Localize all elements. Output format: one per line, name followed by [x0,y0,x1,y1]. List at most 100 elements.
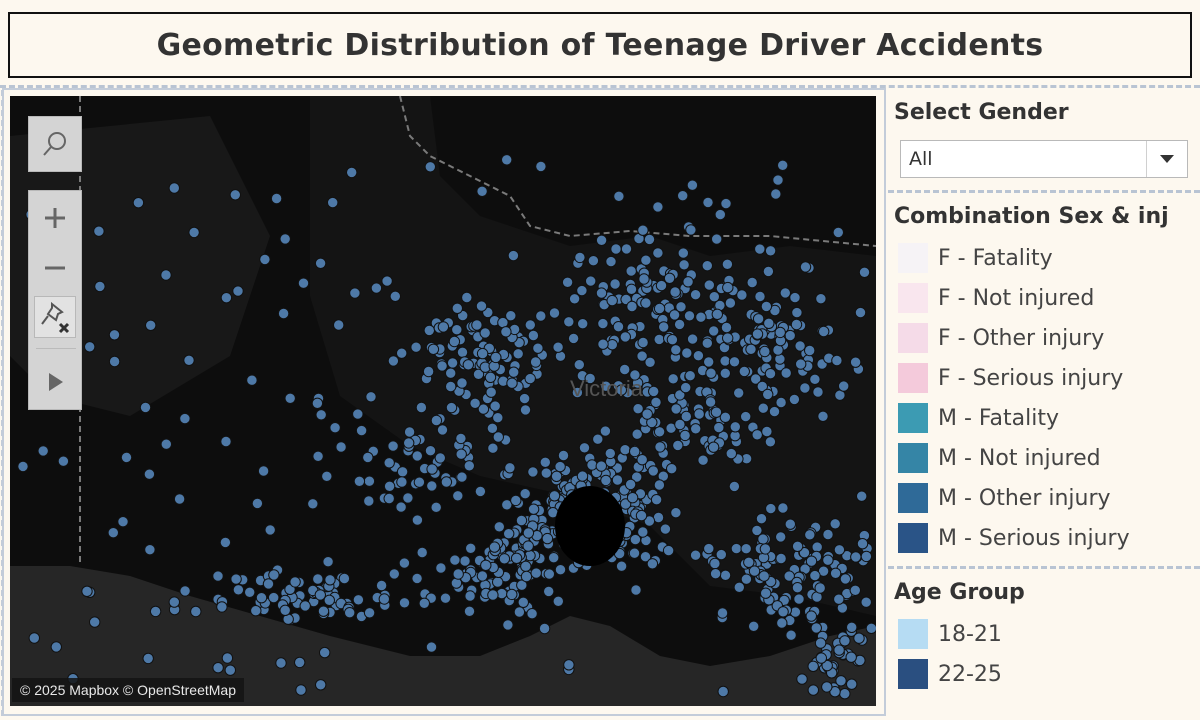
accident-point[interactable] [352,594,365,606]
accident-point[interactable] [854,306,867,319]
accident-point[interactable] [776,617,788,629]
accident-point[interactable] [257,465,270,477]
accident-point[interactable] [639,551,652,563]
accident-point[interactable] [684,370,696,382]
accident-point[interactable] [724,297,737,309]
accident-point[interactable] [548,307,561,319]
accident-point[interactable] [652,201,664,213]
accident-point[interactable] [529,356,542,368]
accident-point[interactable] [402,492,414,504]
accident-point[interactable] [352,408,364,420]
accident-point[interactable] [750,373,762,385]
accident-point[interactable] [705,367,717,379]
accident-point[interactable] [307,498,319,510]
map-canvas[interactable]: Victoria [10,96,876,706]
accident-point[interactable] [722,332,734,344]
accident-point[interactable] [456,471,468,483]
accident-point[interactable] [856,490,868,502]
accident-point[interactable] [221,652,234,664]
accident-point[interactable] [709,557,721,570]
accident-point[interactable] [571,386,584,399]
accident-point[interactable] [625,283,638,296]
accident-point[interactable] [518,392,531,405]
accident-point[interactable] [487,589,499,601]
accident-point[interactable] [183,354,195,366]
accident-point[interactable] [145,319,157,332]
accident-point[interactable] [212,662,224,674]
accident-point[interactable] [450,577,463,589]
accident-point[interactable] [57,455,70,467]
accident-point[interactable] [654,441,666,453]
accident-point[interactable] [471,319,483,331]
accident-point[interactable] [314,257,327,270]
accident-point[interactable] [464,590,476,602]
accident-point[interactable] [673,318,686,331]
accident-point[interactable] [758,570,770,582]
accident-point[interactable] [777,502,789,514]
accident-point[interactable] [672,439,684,452]
accident-point[interactable] [754,243,766,255]
accident-point[interactable] [107,527,120,539]
accident-point[interactable] [799,382,811,394]
accident-point[interactable] [413,476,426,488]
accident-point[interactable] [720,197,732,210]
accident-point[interactable] [426,463,438,475]
accident-point[interactable] [436,360,448,372]
accident-point[interactable] [779,287,791,299]
age-group-legend-item[interactable]: 18-21 [898,618,1002,650]
accident-point[interactable] [740,543,752,555]
accident-point[interactable] [338,572,351,585]
accident-point[interactable] [503,528,515,540]
accident-point[interactable] [362,451,374,464]
accident-point[interactable] [774,353,786,365]
accident-point[interactable] [268,569,280,581]
accident-point[interactable] [629,533,642,546]
accident-point[interactable] [395,501,407,513]
accident-point[interactable] [681,347,693,359]
accident-point[interactable] [279,233,291,245]
accident-point[interactable] [597,338,609,350]
accident-point[interactable] [430,414,443,427]
accident-point[interactable] [586,459,598,471]
accident-point[interactable] [268,591,280,604]
accident-point[interactable] [383,457,395,469]
accident-point[interactable] [512,348,524,360]
accident-point[interactable] [777,159,789,172]
accident-point[interactable] [550,470,563,482]
accident-point[interactable] [505,310,517,322]
accident-point[interactable] [611,474,624,486]
accident-point[interactable] [81,585,93,597]
accident-point[interactable] [322,556,334,568]
accident-point[interactable] [791,540,804,552]
accident-point[interactable] [599,425,612,437]
accident-point[interactable] [686,179,699,191]
accident-point[interactable] [785,629,797,641]
accident-point[interactable] [524,319,536,331]
accident-point[interactable] [501,154,513,166]
accident-point[interactable] [149,605,162,618]
accident-point[interactable] [216,601,228,613]
accident-point[interactable] [702,196,714,209]
accident-point[interactable] [485,386,497,398]
accident-point[interactable] [28,632,40,644]
accident-point[interactable] [775,531,787,543]
accident-point[interactable] [719,355,731,367]
accident-point[interactable] [50,641,62,653]
accident-point[interactable] [667,373,679,385]
map-toolbar-expand-button[interactable] [28,356,82,408]
accident-point[interactable] [396,466,409,478]
accident-point[interactable] [488,541,501,553]
accident-point[interactable] [605,255,617,268]
accident-point[interactable] [610,243,622,255]
accident-point[interactable] [653,333,665,346]
accident-point[interactable] [578,442,591,454]
accident-point[interactable] [775,552,787,565]
accident-point[interactable] [179,585,191,597]
accident-point[interactable] [655,279,668,292]
accident-point[interactable] [713,421,725,434]
accident-point[interactable] [670,403,682,415]
accident-point[interactable] [717,685,729,698]
accident-point[interactable] [577,318,589,330]
map-attribution[interactable]: © 2025 Mapbox © OpenStreetMap [12,678,244,702]
accident-point[interactable] [568,293,581,305]
